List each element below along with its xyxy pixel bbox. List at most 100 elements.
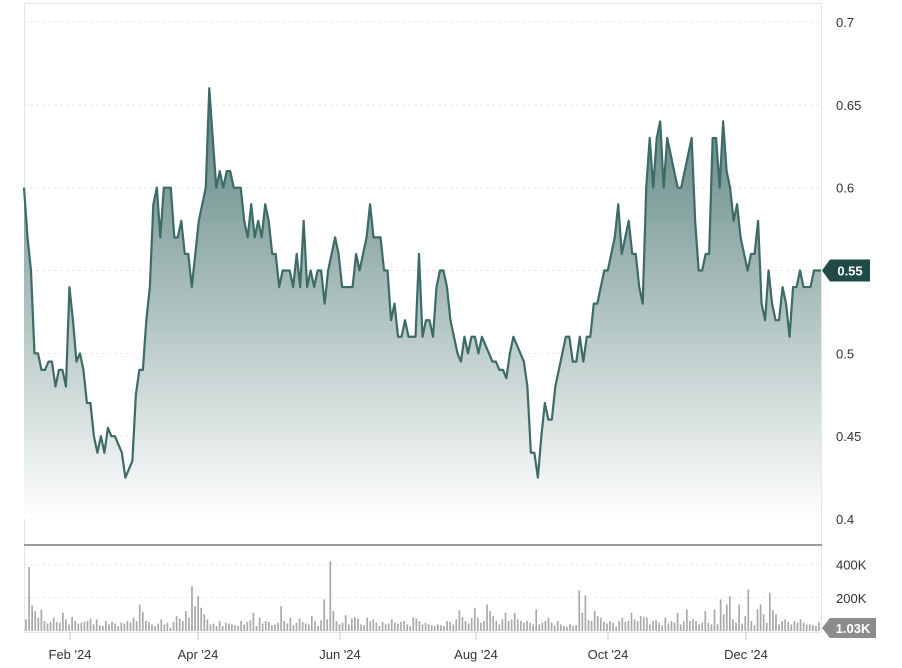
- volume-bar: [722, 614, 725, 631]
- volume-bar: [655, 620, 657, 631]
- volume-bar: [624, 621, 627, 631]
- volume-bar: [713, 609, 716, 631]
- volume-bar: [120, 622, 123, 631]
- volume-bar: [649, 624, 651, 631]
- volume-bar: [209, 624, 212, 631]
- x-tick-label: Aug '24: [454, 647, 498, 662]
- volume-bar: [805, 624, 808, 631]
- volume-bar: [818, 621, 820, 631]
- x-tick-label: Feb '24: [49, 647, 92, 662]
- volume-bar: [427, 624, 430, 631]
- volume-bar: [375, 622, 378, 631]
- volume-bar: [194, 606, 196, 631]
- volume-bar: [636, 621, 639, 631]
- volume-bar: [642, 616, 645, 631]
- volume-bar: [280, 606, 282, 631]
- volume-bar: [34, 611, 37, 631]
- volume-bar: [384, 624, 387, 631]
- volume-bar: [796, 622, 799, 631]
- volume-bar: [716, 624, 719, 631]
- volume-bar: [307, 624, 310, 631]
- volume-bar: [759, 604, 762, 631]
- volume-bar: [501, 619, 504, 631]
- y-tick-label: 0.7: [836, 15, 854, 30]
- volume-bar: [464, 621, 467, 631]
- volume-bar: [775, 614, 777, 631]
- volume-bar: [729, 596, 731, 631]
- last-price-badge: 0.55: [822, 259, 870, 282]
- volume-bar: [556, 621, 559, 631]
- volume-bar: [157, 623, 160, 631]
- volume-bar: [117, 626, 120, 631]
- volume-y-axis: 200K 400K: [836, 558, 867, 606]
- volume-bar: [719, 599, 722, 631]
- volume-bar: [535, 609, 538, 631]
- volume-bar: [252, 612, 255, 631]
- volume-bar: [249, 620, 252, 631]
- volume-bar: [765, 622, 768, 631]
- volume-bar: [212, 623, 215, 631]
- volume-bar: [141, 611, 144, 631]
- volume-bar: [151, 624, 153, 631]
- volume-bar: [510, 619, 513, 631]
- volume-bar: [621, 617, 624, 631]
- volume-bar: [443, 626, 445, 631]
- volume-bar: [188, 617, 190, 631]
- volume-bar: [123, 623, 126, 631]
- volume-bar: [520, 621, 522, 631]
- volume-bar: [135, 621, 138, 631]
- volume-bar: [639, 616, 642, 631]
- volume-bar: [563, 626, 565, 631]
- volume-bar: [685, 609, 688, 631]
- volume-bar: [65, 619, 67, 631]
- volume-bar: [633, 619, 636, 631]
- volume-bar: [240, 621, 242, 631]
- volume-bar: [397, 623, 399, 631]
- volume-bar: [25, 619, 27, 631]
- volume-bar: [74, 621, 77, 631]
- volume-bar: [799, 619, 802, 631]
- volume-bar: [317, 626, 319, 631]
- volume-bar: [630, 612, 633, 631]
- x-tick-label: Oct '24: [588, 647, 629, 662]
- volume-bar: [148, 621, 150, 631]
- volume-bar: [341, 622, 344, 631]
- volume-bar: [526, 621, 528, 631]
- volume-bar: [68, 624, 70, 631]
- last-price-label: 0.55: [837, 264, 862, 279]
- volume-bar: [138, 604, 141, 631]
- volume-bar: [670, 621, 673, 631]
- volume-bar: [741, 623, 743, 631]
- volume-bar: [437, 624, 439, 631]
- volume-bar: [492, 616, 495, 631]
- last-price-badge-bg: [822, 259, 870, 282]
- volume-bar: [92, 624, 95, 631]
- volume-bar: [304, 623, 307, 631]
- volume-bar: [295, 622, 298, 631]
- volume-bar: [77, 623, 80, 631]
- volume-bar: [575, 625, 578, 631]
- volume-bar: [178, 618, 181, 631]
- volume-bar: [344, 615, 347, 631]
- volume-bar: [523, 622, 525, 631]
- volume-bar: [350, 618, 353, 631]
- volume-bar: [169, 627, 172, 631]
- volume-bar: [661, 625, 664, 631]
- volume-bar: [787, 621, 790, 631]
- volume-bar: [470, 617, 473, 631]
- volume-bar: [55, 621, 58, 631]
- volume-bar: [40, 609, 43, 631]
- volume-bar: [323, 599, 325, 631]
- volume-bar: [80, 622, 83, 631]
- volume-bar: [812, 625, 814, 631]
- volume-bar: [701, 622, 704, 631]
- volume-gridlines: [24, 564, 821, 599]
- volume-bar: [772, 610, 774, 631]
- volume-bar: [206, 619, 209, 631]
- volume-bar: [572, 626, 574, 631]
- volume-bar: [418, 621, 421, 631]
- volume-bar: [234, 625, 236, 631]
- volume-bar: [664, 617, 667, 631]
- volume-bar: [547, 617, 550, 631]
- volume-bar: [507, 621, 510, 631]
